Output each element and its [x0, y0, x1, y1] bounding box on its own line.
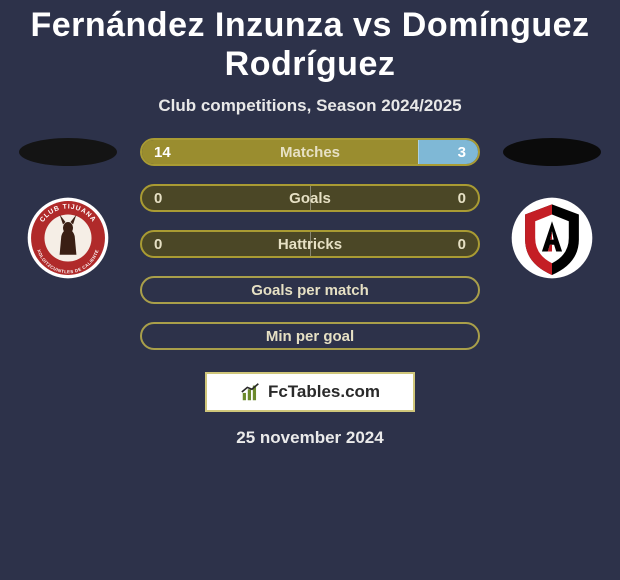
bar-chart-icon	[240, 381, 262, 403]
stat-fill-right	[310, 186, 478, 210]
subtitle: Club competitions, Season 2024/2025	[0, 96, 620, 116]
stat-label: Min per goal	[266, 328, 354, 345]
stat-value-right: 0	[458, 190, 466, 207]
right-side	[502, 138, 602, 280]
stat-label: Hattricks	[278, 236, 342, 253]
stat-row-min-per-goal: Min per goal	[140, 322, 480, 350]
stat-value-left: 0	[154, 236, 162, 253]
stat-label: Matches	[280, 144, 340, 161]
stat-label: Goals per match	[251, 282, 369, 299]
club-badge-right	[510, 196, 594, 280]
tijuana-logo-icon: CLUB TIJUANA XOLOITZCUINTLES DE CALIENTE	[26, 196, 110, 280]
stat-value-right: 0	[458, 236, 466, 253]
stat-row-goals-per-match: Goals per match	[140, 276, 480, 304]
stat-fill-left	[142, 186, 310, 210]
stat-value-left: 0	[154, 190, 162, 207]
date-label: 25 november 2024	[0, 428, 620, 448]
stat-fill-right	[418, 140, 478, 164]
stat-divider	[418, 140, 419, 164]
comparison-card: Fernández Inzunza vs Domínguez Rodríguez…	[0, 0, 620, 448]
stats-column: 14 3 Matches 0 0 Goals 0 0 Hattricks Goals per ma…	[140, 138, 480, 350]
fctables-label: FcTables.com	[268, 382, 380, 402]
comparison-body: CLUB TIJUANA XOLOITZCUINTLES DE CALIENTE…	[0, 138, 620, 350]
player-silhouette-left	[19, 138, 117, 166]
fctables-watermark: FcTables.com	[205, 372, 415, 412]
stat-row-hattricks: 0 0 Hattricks	[140, 230, 480, 258]
stat-row-matches: 14 3 Matches	[140, 138, 480, 166]
atlas-logo-icon	[510, 196, 594, 280]
club-badge-left: CLUB TIJUANA XOLOITZCUINTLES DE CALIENTE	[26, 196, 110, 280]
stat-row-goals: 0 0 Goals	[140, 184, 480, 212]
stat-value-left: 14	[154, 144, 171, 161]
left-side: CLUB TIJUANA XOLOITZCUINTLES DE CALIENTE	[18, 138, 118, 280]
stat-value-right: 3	[458, 144, 466, 161]
player-silhouette-right	[503, 138, 601, 166]
page-title: Fernández Inzunza vs Domínguez Rodríguez	[0, 6, 620, 84]
stat-label: Goals	[289, 190, 331, 207]
